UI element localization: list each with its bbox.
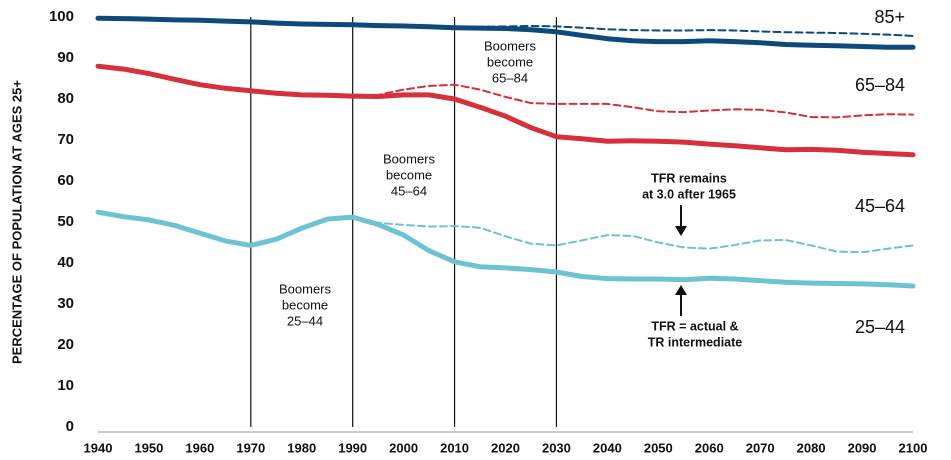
group-label: 85+ (874, 7, 905, 27)
x-tick-label: 1980 (287, 440, 316, 455)
annotation: Boomers (484, 38, 537, 53)
annotation: TFR = actual & (651, 319, 738, 333)
x-tick-label: 2060 (695, 440, 724, 455)
annotation: TR intermediate (648, 335, 743, 349)
y-tick-label: 50 (57, 213, 74, 230)
x-tick-label: 2010 (440, 440, 469, 455)
x-tick-label: 2050 (644, 440, 673, 455)
series-line (95, 63, 916, 158)
x-tick-label: 2070 (746, 440, 775, 455)
y-tick-label: 0 (66, 418, 74, 435)
x-tick-label: 1950 (134, 440, 163, 455)
arrow-head (675, 226, 687, 236)
y-tick-label: 90 (57, 49, 74, 66)
x-tick-label: 1990 (338, 440, 367, 455)
annotation: Boomers (383, 151, 436, 166)
annotation: 65–84 (492, 70, 528, 85)
series-line (95, 209, 916, 289)
annotation: 25–44 (287, 313, 323, 328)
x-tick-label: 2000 (389, 440, 418, 455)
group-label: 65–84 (855, 75, 905, 95)
y-tick-label: 80 (57, 90, 74, 107)
x-tick-label: 1960 (185, 440, 214, 455)
group-label: 25–44 (855, 317, 905, 337)
annotation: become (386, 167, 432, 182)
annotation: Boomers (279, 281, 332, 296)
y-tick-label: 60 (57, 172, 74, 189)
x-tick-label: 2090 (848, 440, 877, 455)
annotation: become (282, 297, 328, 312)
y-tick-label: 30 (57, 295, 74, 312)
series-line (95, 15, 916, 50)
annotation: TFR remains (651, 171, 727, 185)
y-tick-label: 10 (57, 377, 74, 394)
x-tick-label: 2040 (593, 440, 622, 455)
y-tick-label: 100 (49, 8, 74, 25)
annotation: at 3.0 after 1965 (642, 187, 736, 201)
series-line (453, 25, 914, 37)
x-tick-label: 1940 (84, 440, 113, 455)
series-line (351, 216, 914, 254)
x-tick-label: 2030 (542, 440, 571, 455)
arrow-head (675, 285, 687, 295)
x-tick-label: 2100 (899, 440, 928, 455)
y-tick-label: 20 (57, 336, 74, 353)
y-tick-label: 70 (57, 131, 74, 148)
group-label: 45–64 (855, 196, 905, 216)
series-line (351, 83, 914, 119)
y-axis-label: PERCENTAGE OF POPULATION AT AGES 25+ (9, 80, 24, 364)
x-tick-label: 2020 (491, 440, 520, 455)
annotation: become (487, 54, 533, 69)
y-tick-label: 40 (57, 254, 74, 271)
x-tick-label: 2080 (797, 440, 826, 455)
x-tick-label: 1970 (236, 440, 265, 455)
annotation: 45–64 (391, 183, 427, 198)
